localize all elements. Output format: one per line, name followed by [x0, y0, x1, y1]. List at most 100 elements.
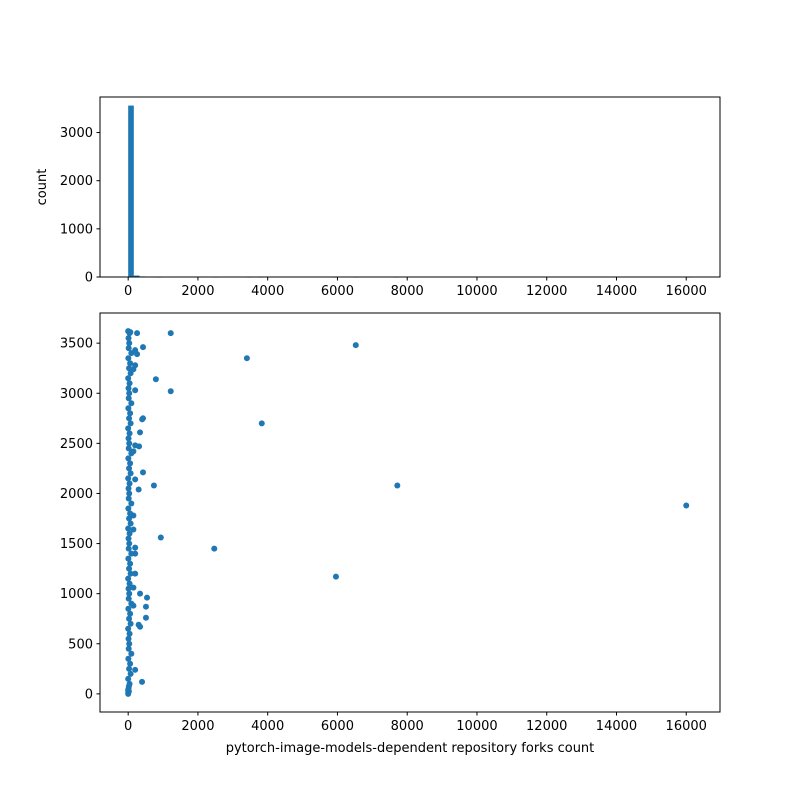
x-tick-label: 16000 [666, 284, 707, 299]
scatter-point [137, 590, 144, 597]
scatter-point [127, 570, 134, 577]
scatter-point [125, 625, 132, 632]
scatter-point [127, 670, 134, 677]
scatter-point [152, 376, 159, 383]
scatter-point [125, 545, 132, 552]
scatter-point [142, 603, 149, 610]
scatter-point [150, 482, 157, 489]
scatter-point [126, 440, 133, 447]
histogram-axes: 0 2000 4000 6000 8000 10000 12000 14000 16000 0 10… [60, 96, 721, 299]
scatter-point [127, 610, 134, 617]
scatter-point [126, 515, 133, 522]
y-tick-label: 0 [85, 271, 93, 286]
scatter-point [126, 665, 133, 672]
scatter-point [126, 340, 133, 347]
scatter-point [125, 585, 132, 592]
scatter-point [140, 344, 147, 351]
scatter-point [125, 645, 132, 652]
scatter-point [127, 370, 134, 377]
x-tick-label: 14000 [596, 719, 637, 734]
y-tick-label: 1000 [60, 222, 93, 237]
scatter-point [137, 429, 144, 436]
y-tick-label: 3500 [60, 337, 93, 352]
scatter-point [125, 425, 132, 432]
scatter-point [125, 505, 132, 512]
scatter-point [126, 565, 133, 572]
scatter-point [140, 469, 147, 476]
scatter-point [126, 480, 133, 487]
scatter-point [128, 600, 135, 607]
x-tick-label: 2000 [181, 284, 214, 299]
scatter-point [125, 655, 132, 662]
scatter-point [125, 555, 132, 562]
y-tick-label: 500 [68, 637, 93, 652]
scatter-point [258, 420, 265, 427]
scatter-point [125, 355, 132, 362]
scatter-point [130, 526, 137, 533]
scatter-point [126, 640, 133, 647]
axes-frame [99, 96, 721, 278]
x-tick-label: 6000 [321, 284, 354, 299]
y-tick-label: 3000 [60, 126, 93, 141]
x-tick-label: 12000 [526, 284, 567, 299]
scatter-point [125, 485, 132, 492]
scatter-point [125, 495, 132, 502]
scatter-point [128, 350, 135, 357]
scatter-point [125, 385, 132, 392]
scatter-point [125, 575, 132, 582]
axes-frame [99, 312, 721, 713]
scatter-point [125, 345, 132, 352]
scatter-point [127, 360, 134, 367]
x-tick-label: 14000 [596, 284, 637, 299]
scatter-point [135, 621, 142, 628]
y-tick-label: 1000 [60, 587, 93, 602]
scatter-point [126, 415, 133, 422]
scatter-point [127, 620, 134, 627]
scatter-point [134, 330, 141, 337]
scatter-point [130, 584, 137, 591]
x-tick-label: 8000 [391, 284, 424, 299]
scatter-point [127, 420, 134, 427]
scatter-point [132, 362, 139, 369]
x-tick-label: 0 [124, 284, 132, 299]
scatter-point [126, 540, 133, 547]
x-tick-label: 4000 [251, 284, 284, 299]
scatter-point [125, 595, 132, 602]
scatter-point [125, 435, 132, 442]
scatter-point [125, 675, 132, 682]
scatter-point [127, 510, 134, 517]
scatter-point [126, 590, 133, 597]
x-tick-label: 0 [124, 719, 132, 734]
scatter-point [132, 666, 139, 673]
scatter-point [157, 534, 164, 541]
scatter-point [125, 525, 132, 532]
scatter-point [167, 330, 174, 337]
scatter-point [132, 544, 139, 551]
scatter-point [128, 450, 135, 457]
scatter-point [127, 560, 134, 567]
scatter-point [125, 405, 132, 412]
x-tick-label: 6000 [321, 719, 354, 734]
scatter-axes: 0 2000 4000 6000 8000 10000 12000 14000 16000 0 50… [60, 312, 721, 734]
histogram-bar [133, 275, 140, 277]
scatter-point [144, 594, 151, 601]
scatter-point [125, 535, 132, 542]
y-tick-label: 1500 [60, 537, 93, 552]
y-tick-label: 2500 [60, 437, 93, 452]
scatter-point [125, 395, 132, 402]
scatter-point [126, 390, 133, 397]
x-tick-label: 8000 [391, 719, 424, 734]
y-axis-label: count [35, 169, 50, 206]
scatter-point [126, 380, 133, 387]
scatter-point [142, 614, 149, 621]
x-tick-label: 4000 [251, 719, 284, 734]
y-tick-label: 2000 [60, 487, 93, 502]
x-tick-label: 16000 [666, 719, 707, 734]
scatter-point [132, 442, 139, 449]
scatter-point [126, 630, 133, 637]
scatter-point [167, 388, 174, 395]
scatter-point [125, 635, 132, 642]
y-tick-label: 0 [85, 687, 93, 702]
scatter-point [126, 530, 133, 537]
scatter-point [125, 475, 132, 482]
